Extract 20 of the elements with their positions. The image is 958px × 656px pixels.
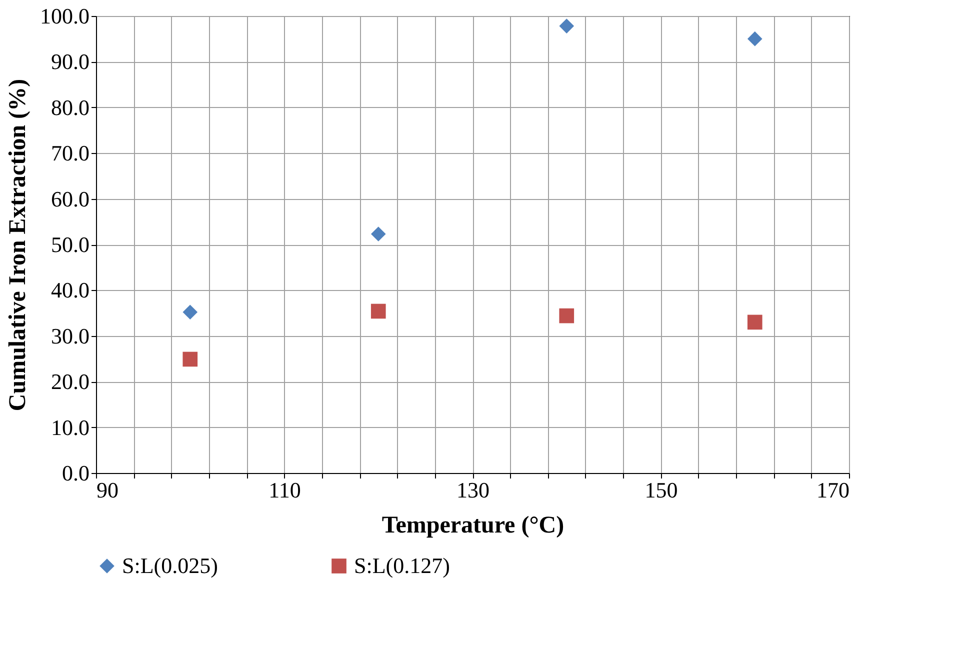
x-tick-label: 90 [96, 478, 118, 502]
x-tick-label: 150 [644, 478, 678, 502]
x-tick-label: 110 [268, 478, 301, 502]
y-tick-label: 80.0 [51, 94, 90, 120]
y-tick-label: 10.0 [51, 414, 90, 440]
y-tick-label: 30.0 [51, 323, 90, 348]
y-tick-label: 60.0 [51, 186, 90, 212]
y-axis-title: Cumulative Iron Extraction (%) [5, 78, 31, 412]
y-tick-label: 100.0 [40, 4, 90, 28]
y-tick-label: 90.0 [51, 49, 90, 74]
y-tick-label: 0.0 [62, 460, 90, 486]
y-tick-label: 70.0 [51, 140, 90, 166]
x-tick-label: 130 [456, 478, 490, 502]
y-tick-label: 50.0 [51, 232, 90, 257]
x-axis-title: Temperature (°C) [382, 512, 564, 538]
y-tick-label: 20.0 [51, 369, 90, 394]
x-tick-label: 170 [816, 478, 850, 502]
legend-label: S:L(0.127) [354, 553, 450, 578]
legend-label: S:L(0.025) [122, 553, 218, 578]
y-tick-label: 40.0 [51, 278, 90, 303]
